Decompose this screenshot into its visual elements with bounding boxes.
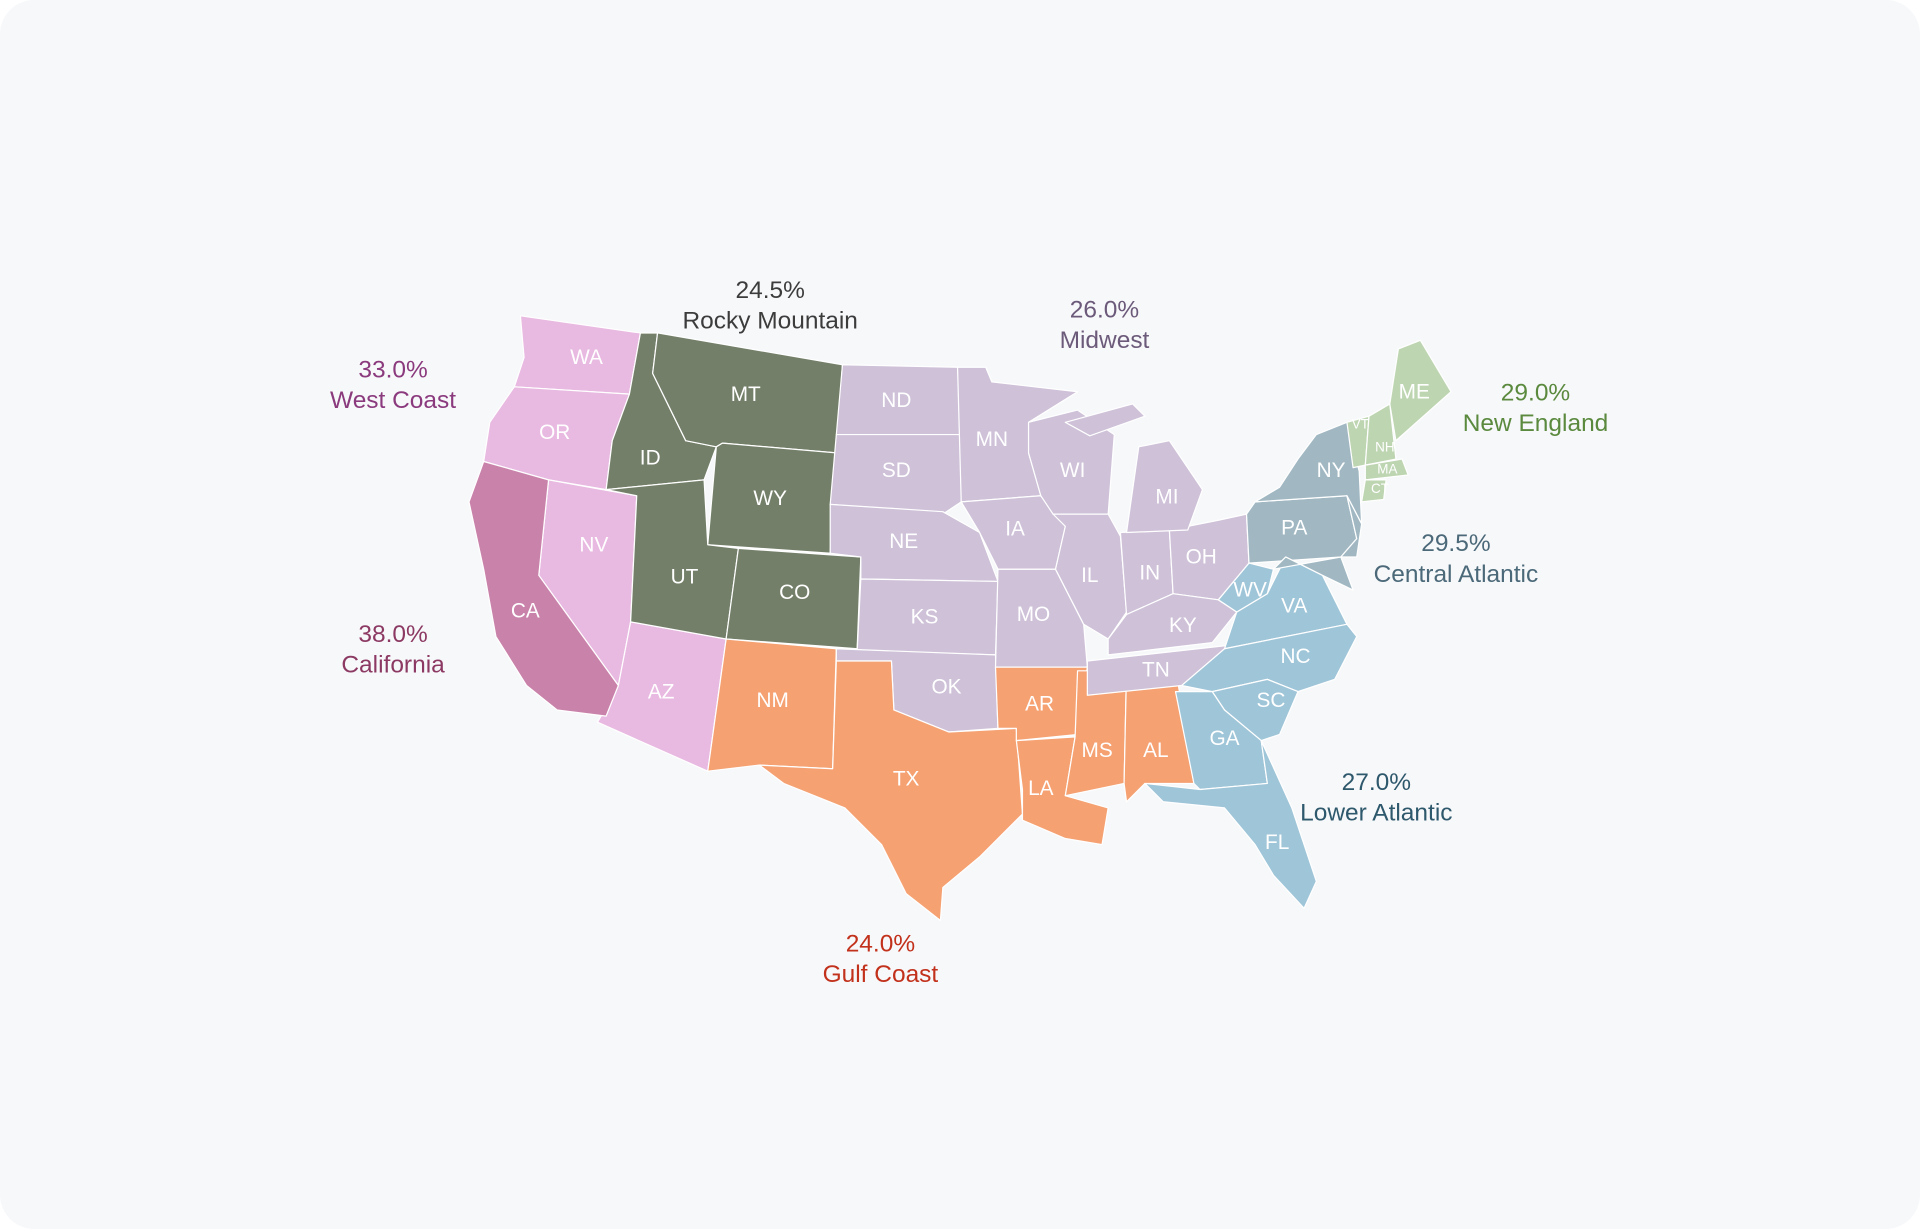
state-label: IA (1005, 518, 1025, 541)
state-label: AZ (648, 680, 675, 703)
state-label: CO (779, 581, 810, 604)
region-value: 24.5% (736, 277, 805, 304)
state-label: MN (976, 428, 1008, 451)
state-shape (994, 568, 1088, 668)
region-name: Midwest (1060, 327, 1150, 354)
region-name: California (341, 651, 445, 678)
region-name: Lower Atlantic (1300, 799, 1452, 826)
state-label: ID (640, 447, 661, 470)
state-label: ND (881, 389, 911, 412)
state-shape (1364, 403, 1397, 466)
region-name: West Coast (330, 387, 456, 414)
state-label: NV (579, 533, 608, 556)
region-value: 29.0% (1501, 380, 1570, 407)
state-label: FL (1265, 831, 1289, 854)
region-value: 29.5% (1421, 530, 1490, 557)
state-shape (1361, 479, 1387, 503)
region-name: Central Atlantic (1374, 561, 1539, 588)
state-label: IN (1139, 562, 1160, 585)
state-label: OH (1186, 546, 1217, 569)
region-value: 38.0% (358, 621, 427, 648)
region-name: Rocky Mountain (682, 307, 857, 334)
state-label: OR (539, 421, 570, 444)
state-label: MA (1377, 462, 1397, 477)
state-shape (1364, 458, 1409, 481)
map-group: WA OR NV AZ CA MT ID WY UT CO ND SD NE K… (511, 346, 1430, 854)
state-label: CT (1371, 481, 1389, 496)
region-value: 24.0% (846, 930, 915, 957)
state-label: AR (1025, 693, 1054, 716)
state-label: WA (570, 346, 603, 369)
state-label: CA (511, 600, 540, 623)
region-value: 33.0% (358, 356, 427, 383)
state-label: GA (1209, 727, 1239, 750)
state-shape (1389, 339, 1452, 442)
state-shape (1272, 556, 1354, 591)
state-shape (1107, 593, 1238, 656)
state-label: UT (671, 565, 699, 588)
state-label: MT (731, 383, 761, 406)
state-label: NH (1375, 440, 1394, 455)
state-shape (468, 460, 619, 717)
state-shape (829, 433, 962, 515)
state-label: NY (1317, 459, 1346, 482)
state-shape (1144, 739, 1317, 909)
state-label: WI (1060, 459, 1085, 482)
state-label: OK (931, 675, 961, 698)
state-label: NE (889, 530, 918, 553)
state-label: LA (1028, 777, 1054, 800)
state-label: MO (1017, 603, 1051, 626)
state-shape (707, 442, 837, 554)
region-name: New England (1463, 410, 1609, 437)
map-group: 33.0% West Coast 38.0% California 24.5% … (330, 277, 1608, 988)
state-label: NM (756, 689, 788, 712)
state-label: NC (1280, 645, 1310, 668)
state-label: MI (1155, 486, 1178, 509)
region-name: Gulf Coast (823, 961, 939, 988)
state-label: SD (882, 459, 911, 482)
state-label: PA (1281, 516, 1307, 539)
state-label: KY (1169, 614, 1197, 637)
state-label: WY (753, 487, 787, 510)
state-shape (1340, 495, 1363, 558)
state-label: WV (1233, 579, 1267, 602)
region-value: 26.0% (1070, 296, 1139, 323)
region-value: 27.0% (1342, 769, 1411, 796)
state-label: VA (1281, 595, 1307, 618)
state-shape (1064, 403, 1204, 534)
state-shape (758, 660, 1024, 922)
state-label: IL (1081, 564, 1098, 587)
map-group (468, 315, 1452, 922)
state-label: TX (893, 767, 920, 790)
state-label: VT (1352, 416, 1369, 431)
state-label: KS (911, 606, 939, 629)
state-label: MS (1082, 739, 1113, 762)
state-label: AL (1143, 739, 1168, 762)
state-label: TN (1142, 658, 1170, 681)
state-label: SC (1257, 689, 1286, 712)
state-label: ME (1399, 380, 1430, 403)
